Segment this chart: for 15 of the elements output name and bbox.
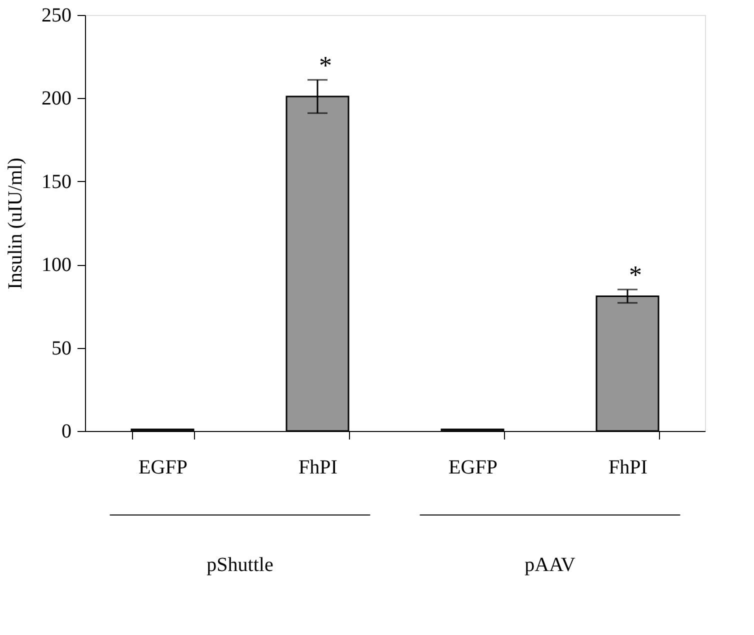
- x-tick-label: FhPI: [298, 456, 338, 478]
- data-label: *: [319, 50, 332, 80]
- x-tick-label: EGFP: [138, 456, 188, 478]
- text: pShuttle: [206, 554, 274, 576]
- y-axis-title: Insulin (uIU/ml): [4, 158, 26, 290]
- y-tick-label: 250: [42, 4, 72, 26]
- data-label: *: [629, 260, 642, 290]
- y-tick-label: 150: [42, 170, 72, 193]
- y-tick-label: 0: [62, 420, 72, 442]
- y-tick-label: 100: [42, 254, 72, 276]
- x-tick-label: EGFP: [448, 456, 498, 478]
- y-tick-label: 200: [42, 88, 72, 110]
- x-tick-label: FhPI: [608, 456, 648, 478]
- y-tick-label: 50: [52, 337, 72, 360]
- text: pAAV: [524, 554, 576, 576]
